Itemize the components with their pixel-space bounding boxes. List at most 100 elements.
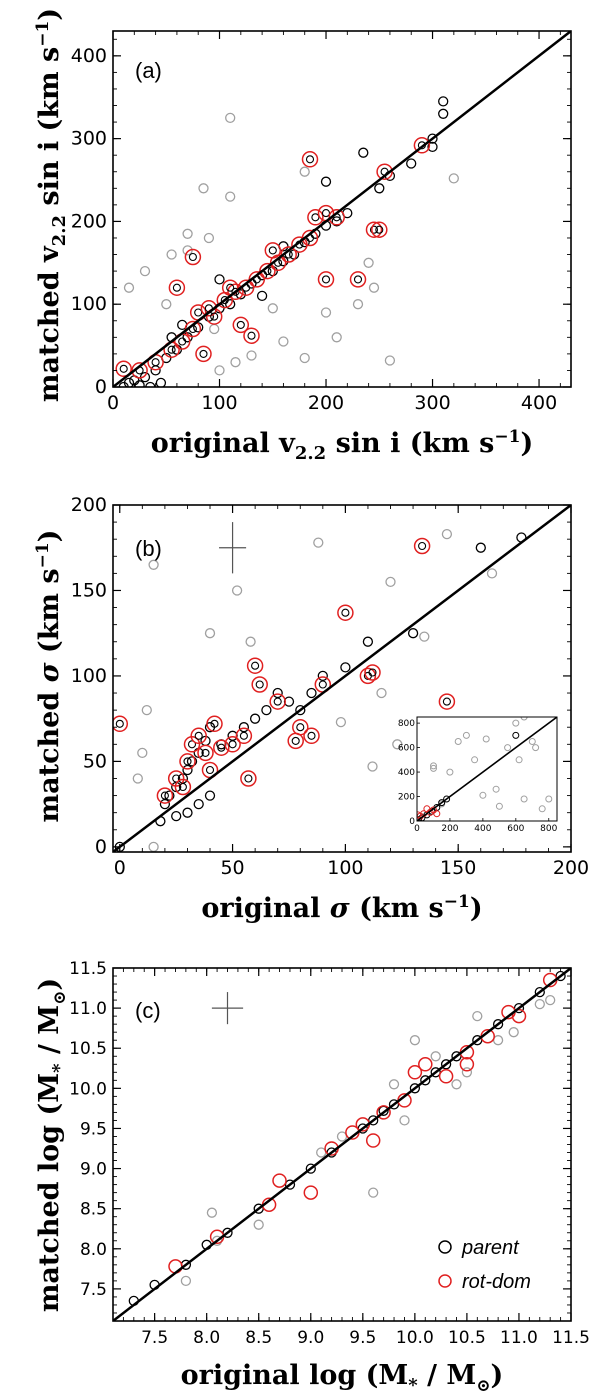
panel-b-xlabel: original σ (km s−1) bbox=[201, 892, 482, 924]
legend-rotdom-marker bbox=[438, 1274, 452, 1288]
inset-parent-point bbox=[512, 731, 520, 739]
panel-b-rot-dom-inner-point bbox=[183, 757, 192, 766]
panel-a-parent-point bbox=[374, 183, 385, 194]
panel-c-faint-point bbox=[409, 1035, 421, 1046]
panel-a-rot-dom-inner-point bbox=[311, 213, 320, 222]
panel-a-ytick-label: 300 bbox=[71, 128, 107, 150]
legend-parent-marker bbox=[438, 1240, 452, 1254]
panel-a-rot-dom-point bbox=[131, 362, 148, 379]
panel-c-xtick-label: 9.0 bbox=[297, 1328, 324, 1348]
panel-b-parent-point bbox=[272, 687, 283, 699]
panel-a-rot-dom-point bbox=[195, 345, 212, 363]
panel-a-parent-point bbox=[320, 176, 332, 187]
panel-b-xtick-label: 50 bbox=[220, 857, 244, 879]
inset-ytick-label: 600 bbox=[398, 744, 415, 754]
panel-b-rot-dom-inner-point bbox=[307, 731, 316, 740]
panel-a-ytick-label: 200 bbox=[71, 210, 107, 232]
panel-b-rot-dom-point bbox=[303, 727, 320, 745]
inset-faint-point bbox=[495, 802, 503, 810]
panel-a-rot-dom-inner-point bbox=[210, 312, 219, 321]
panel-b-rot-dom-inner-point bbox=[273, 697, 282, 706]
panel-b-faint-point bbox=[231, 585, 243, 596]
panel-a-faint-point bbox=[363, 257, 374, 268]
panel-a-ytick-label: 400 bbox=[71, 45, 107, 67]
panel-a-xtick-label: 300 bbox=[414, 392, 450, 414]
panel-b-rot-dom-point bbox=[190, 727, 207, 745]
panel-b-xtick-label: 200 bbox=[553, 857, 589, 879]
panel-a-rot-dom-inner-point bbox=[268, 246, 277, 255]
panel-b-rot-dom-point bbox=[292, 718, 309, 736]
panel-b-faint-point bbox=[148, 559, 159, 570]
panel-a-rot-dom-point bbox=[232, 316, 250, 334]
panel-b-faint-point bbox=[245, 636, 256, 647]
panel-a-faint-point bbox=[161, 299, 172, 310]
panel-a: 0 100 200 300 400 0 100 200 300 400 (a) matched v… bbox=[33, 8, 572, 464]
inset-ytick-label: 200 bbox=[398, 793, 415, 803]
panel-b-rot-dom-inner-point bbox=[442, 697, 451, 706]
panel-c-faint-point bbox=[430, 1051, 441, 1062]
panel-b-ylabel: matched σ (km s−1) bbox=[33, 530, 65, 823]
panel-b-faint-point bbox=[367, 761, 378, 772]
panel-c-parent-point bbox=[440, 1059, 452, 1070]
panel-c-xtick-label: 8.5 bbox=[245, 1328, 272, 1348]
panel-a-faint-point bbox=[225, 191, 236, 202]
panel-b-xtick-label: 0 bbox=[114, 857, 126, 879]
panel-a-rot-dom-point bbox=[280, 246, 297, 263]
panel-b-rot-dom-point bbox=[287, 732, 304, 750]
panel-a-rot-dom-point bbox=[184, 320, 202, 338]
legend-rotdom-label: rot-dom bbox=[462, 1271, 531, 1293]
panel-a-rot-dom-inner-point bbox=[321, 275, 331, 284]
panel-a-rot-dom-inner-point bbox=[199, 349, 208, 358]
inset-xtick-label: 0 bbox=[414, 824, 420, 834]
panel-a-parent-point bbox=[358, 147, 369, 158]
inset-faint-point bbox=[504, 744, 512, 752]
panel-a-faint-point bbox=[166, 249, 177, 260]
panel-b-rot-dom-point bbox=[179, 753, 196, 770]
panel-b-rot-dom-point bbox=[240, 770, 257, 787]
panel-c-ticks: 7.5 8.0 8.5 9.0 9.5 10.0 10.5 11.0 11.5 7.5 8.0 8.5… bbox=[69, 959, 590, 1348]
panel-c-ytick-label: 10.5 bbox=[69, 1039, 107, 1059]
panel-c-xtick-label: 7.5 bbox=[141, 1328, 168, 1348]
panel-a-rot-dom-point bbox=[301, 151, 319, 168]
inset-ytick-label: 0 bbox=[409, 817, 415, 827]
panel-c-faint-point bbox=[399, 1115, 410, 1126]
panel-b-faint-point bbox=[385, 576, 396, 588]
inset-faint-point bbox=[482, 735, 490, 743]
panel-b: 0 50 100 150 200 0 50 100 150 200 (b) 0 200 400 600 8… bbox=[33, 494, 589, 924]
panel-b-ytick-label: 150 bbox=[71, 579, 107, 601]
inset-parent-point bbox=[438, 799, 446, 807]
inset-parent-point bbox=[443, 795, 451, 803]
panel-a-ticks: 0 100 200 300 400 0 100 200 300 400 bbox=[71, 31, 571, 414]
inset-ticks: 0 200 400 600 800 0 200 400 600 800 bbox=[398, 719, 558, 834]
panel-c-ylabel: matched log (M* / M⊙) bbox=[34, 978, 70, 1312]
panel-b-parent-point bbox=[261, 704, 272, 716]
panel-c-faint-point bbox=[492, 1035, 504, 1046]
panel-a-rot-dom-point bbox=[371, 221, 388, 238]
panel-c-rot-dom-point bbox=[407, 1065, 423, 1080]
panel-b-parent-point bbox=[238, 722, 250, 733]
panel-a-parent-point bbox=[438, 96, 449, 107]
panel-b-parent-point bbox=[317, 670, 328, 682]
inset-faint-point bbox=[430, 764, 437, 772]
panel-b-faint-point bbox=[313, 537, 324, 548]
panel-c-faint-point bbox=[368, 1187, 379, 1198]
panel-b-rot-dom-inner-point bbox=[291, 736, 300, 745]
panel-b-rot-dom-inner-point bbox=[368, 668, 377, 677]
panel-b-rot-dom-point bbox=[156, 787, 174, 804]
panel-b-parent-point bbox=[182, 764, 193, 776]
panel-a-faint-point bbox=[278, 336, 289, 347]
panel-a-rot-dom-point bbox=[264, 242, 282, 259]
panel-b-rot-dom-inner-point bbox=[115, 719, 124, 728]
panel-a-faint-point bbox=[448, 173, 459, 184]
panel-a-parent-point bbox=[118, 381, 129, 387]
panel-a-parent-point bbox=[438, 108, 449, 119]
panel-a-xtick-label: 200 bbox=[308, 392, 344, 414]
panel-c-xtick-label: 8.0 bbox=[193, 1328, 220, 1348]
panel-a-parent-point bbox=[427, 141, 438, 153]
panel-a-marks bbox=[115, 96, 459, 387]
panel-c-xtick-label: 10.5 bbox=[448, 1328, 486, 1348]
panel-a-faint-point bbox=[182, 228, 193, 239]
panel-a-rot-dom-inner-point bbox=[119, 364, 128, 373]
panel-a-rot-dom-point bbox=[243, 327, 260, 344]
